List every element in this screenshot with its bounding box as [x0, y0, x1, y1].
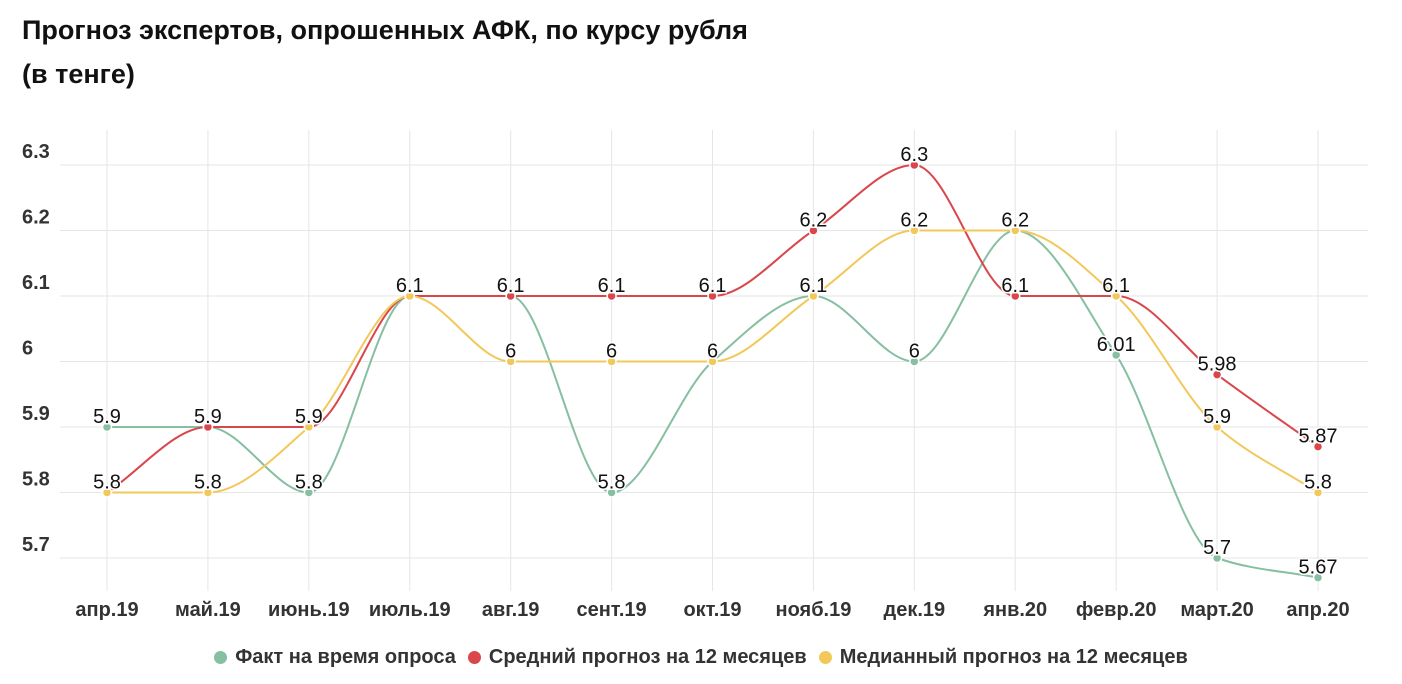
x-tick-label: июль.19 [369, 599, 451, 621]
x-tick-label: сент.19 [576, 599, 646, 621]
x-tick-label: апр.20 [1286, 599, 1349, 621]
data-point-mean [909, 159, 920, 171]
data-point-fact [909, 356, 920, 367]
legend-marker [818, 651, 832, 664]
line-chart: 5.7 5.8 5.9 6 6.1 6.2 6.3 апр.19 май.19 июнь.19 ию… [22, 130, 1368, 621]
x-tick-label: май.19 [175, 599, 241, 621]
x-tick-label: янв.20 [982, 599, 1047, 621]
data-point-fact [101, 421, 113, 433]
x-tick-label: окт.19 [683, 599, 741, 621]
data-label: 6.1 [497, 275, 525, 297]
data-label: 6.1 [396, 275, 424, 297]
data-label: 5.98 [1198, 354, 1237, 376]
x-tick-label: март.20 [1180, 599, 1253, 621]
data-label: 6 [505, 341, 516, 363]
data-point-fact [303, 487, 315, 498]
chart-legend: Факт на время опроса Средний прогноз на 1… [0, 646, 1402, 670]
data-label: 6 [707, 341, 718, 363]
data-point-median [707, 356, 718, 367]
y-tick-label: 6.2 [22, 207, 50, 229]
x-tick-label: авг.19 [482, 599, 540, 621]
data-point-fact [1211, 552, 1223, 564]
y-tick-label: 5.7 [22, 534, 50, 556]
y-tick-label: 6 [22, 338, 33, 360]
data-point-fact [606, 487, 617, 498]
x-tick-label: февр.20 [1076, 599, 1157, 621]
data-point-mean [808, 225, 819, 236]
legend-marker [467, 651, 481, 664]
data-label: 6.01 [1097, 334, 1136, 356]
data-point-median [1312, 487, 1324, 498]
legend-item-mean: Средний прогноз на 12 месяцев [467, 646, 807, 669]
data-point-median [1110, 290, 1122, 302]
data-point-median [202, 487, 214, 498]
data-label: 6.2 [900, 210, 928, 232]
legend-label: Медианный прогноз на 12 месяцев [839, 646, 1188, 668]
y-tick-label: 5.9 [22, 403, 50, 425]
legend-marker [214, 651, 228, 664]
x-tick-label: нояб.19 [775, 599, 851, 621]
data-label: 6.2 [800, 210, 828, 232]
data-label: 5.8 [295, 472, 323, 494]
data-point-mean [707, 290, 718, 302]
legend-label: Факт на время опроса [235, 646, 456, 668]
data-label: 5.8 [93, 472, 121, 494]
x-tick-label: июнь.19 [268, 599, 350, 621]
legend-item-fact: Факт на время опроса [214, 646, 456, 669]
data-point-median [101, 487, 113, 498]
data-label: 5.9 [194, 406, 222, 428]
data-point-mean [1010, 290, 1021, 302]
data-point-median [909, 225, 920, 236]
data-label: 5.87 [1299, 426, 1338, 448]
y-tick-label: 5.8 [22, 469, 50, 491]
data-point-fact [1110, 349, 1122, 361]
title-line-1: Прогноз экспертов, опрошенных АФК, по ку… [22, 15, 748, 45]
data-point-fact [1312, 572, 1324, 583]
data-label: 6.1 [699, 275, 727, 297]
data-label: 6 [606, 341, 617, 363]
y-tick-label: 6.3 [22, 141, 50, 163]
data-point-mean [1312, 441, 1324, 452]
data-point-median [1211, 421, 1223, 433]
data-point-mean [505, 290, 516, 302]
data-point-mean [606, 290, 617, 302]
data-label: 5.9 [93, 406, 121, 428]
title-line-2: (в тенге) [22, 59, 135, 89]
x-tick-label: апр.19 [75, 599, 138, 621]
legend-item-median: Медианный прогноз на 12 месяцев [818, 646, 1188, 669]
data-point-median [303, 421, 315, 433]
data-label: 5.9 [295, 406, 323, 428]
chart-title: Прогноз экспертов, опрошенных АФК, по ку… [22, 8, 748, 96]
data-label: 5.7 [1203, 537, 1231, 559]
data-label: 6.1 [800, 275, 828, 297]
data-label: 5.8 [598, 472, 626, 494]
legend-label: Средний прогноз на 12 месяцев [488, 646, 807, 668]
data-label: 6 [909, 341, 920, 363]
data-point-median [1010, 225, 1021, 236]
data-label: 6.2 [1001, 210, 1029, 232]
data-label: 5.8 [194, 472, 222, 494]
data-label: 6.1 [1102, 275, 1130, 297]
data-label: 6.1 [598, 275, 626, 297]
data-point-mean [202, 421, 214, 433]
data-point-mean [1211, 369, 1223, 380]
data-label: 5.67 [1299, 557, 1338, 579]
data-point-median [505, 356, 516, 367]
data-point-median [404, 290, 415, 302]
y-tick-label: 6.1 [22, 272, 50, 294]
data-point-median [606, 356, 617, 367]
data-label: 6.3 [900, 144, 928, 166]
data-label: 6.1 [1001, 275, 1029, 297]
x-tick-label: дек.19 [884, 599, 946, 621]
data-point-median [808, 290, 819, 302]
data-label: 5.8 [1304, 472, 1332, 494]
data-label: 5.9 [1203, 406, 1231, 428]
